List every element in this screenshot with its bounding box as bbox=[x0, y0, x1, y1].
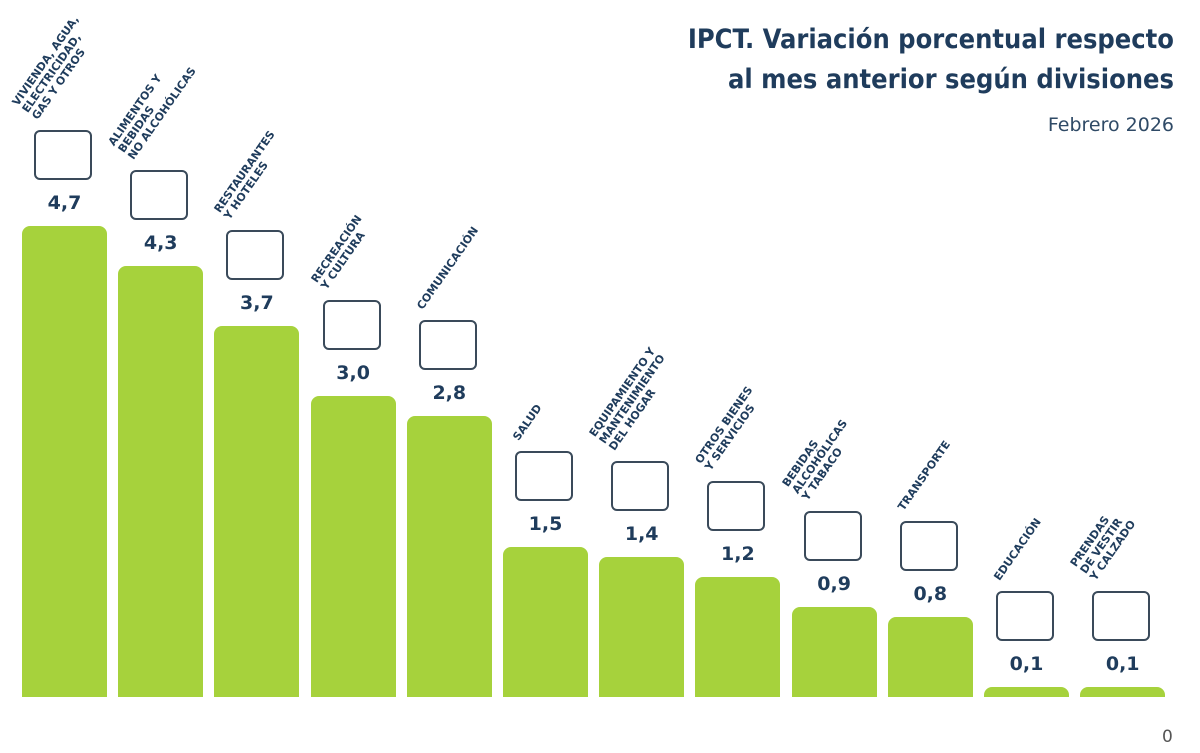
chart-title: IPCT. Variación porcentual respecto al m… bbox=[687, 24, 1174, 95]
value-label: 1,4 bbox=[624, 522, 659, 545]
value-label: 0,1 bbox=[1009, 652, 1044, 675]
category-label: RESTAURANTES Y HOTELES bbox=[211, 128, 279, 223]
value-label: 4,7 bbox=[47, 192, 82, 215]
category-label: VIVIENDA, AGUA, ELECTRICIDAD, GAS Y OTRO… bbox=[9, 13, 89, 123]
bar bbox=[599, 556, 685, 697]
bar bbox=[695, 576, 781, 697]
category-icon bbox=[322, 300, 381, 351]
category-icon bbox=[707, 480, 766, 531]
value-label: 0,9 bbox=[817, 572, 851, 595]
value-label: 3,0 bbox=[336, 362, 370, 385]
chart-subtitle: Febrero 2026 bbox=[1047, 114, 1174, 136]
bar bbox=[503, 546, 588, 697]
value-label: 3,7 bbox=[240, 292, 274, 315]
category-label: OTROS BIENES Y SERVICIOS bbox=[692, 383, 758, 473]
value-label: 4,3 bbox=[143, 232, 178, 255]
bar bbox=[1080, 686, 1166, 697]
value-label: 1,5 bbox=[528, 512, 563, 535]
y-tick-label: 0 bbox=[1162, 727, 1173, 747]
bar bbox=[406, 416, 492, 697]
category-icon bbox=[226, 230, 285, 281]
bar bbox=[887, 616, 973, 697]
category-label: RECREACIÓN Y CULTURA bbox=[308, 213, 368, 293]
category-icon bbox=[899, 520, 958, 571]
category-label: BEBIDAS ALCOHÓLICAS Y TABACO bbox=[779, 417, 850, 503]
category-icon bbox=[34, 130, 92, 181]
category-icon bbox=[515, 450, 573, 501]
category-label: PRENDAS DE VESTIR Y CALZADO bbox=[1067, 513, 1139, 583]
bar bbox=[118, 266, 204, 697]
category-label: TRANSPORTE bbox=[895, 438, 953, 513]
category-icon bbox=[611, 460, 670, 511]
bar bbox=[22, 226, 107, 697]
bar bbox=[984, 686, 1069, 697]
value-label: 2,8 bbox=[432, 382, 467, 405]
bar bbox=[310, 396, 396, 697]
category-icon bbox=[803, 510, 862, 561]
category-icon bbox=[130, 170, 189, 221]
bar bbox=[791, 606, 877, 697]
category-icon bbox=[996, 590, 1054, 641]
category-label: ALIMENTOS Y BEBIDAS NO ALCOHÓLICAS bbox=[105, 64, 200, 163]
category-icon bbox=[418, 320, 477, 371]
value-label: 0,8 bbox=[913, 582, 948, 605]
category-label: COMUNICACIÓN bbox=[414, 224, 481, 313]
bar bbox=[214, 326, 300, 697]
category-label: EQUIPAMIENTO Y MANTENIMIENTO DEL HOGAR bbox=[586, 344, 668, 453]
category-label: SALUD bbox=[510, 401, 545, 443]
category-icon bbox=[1092, 590, 1151, 641]
value-label: 0,1 bbox=[1105, 652, 1140, 675]
category-label: EDUCACIÓN bbox=[991, 515, 1044, 583]
value-label: 1,2 bbox=[721, 542, 755, 565]
